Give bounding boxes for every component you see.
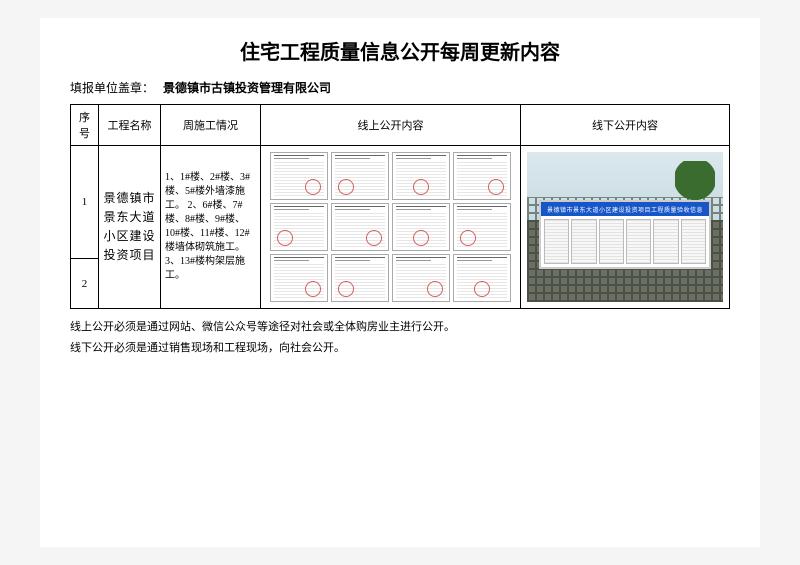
filler-value: 景德镇市古镇投资管理有限公司 bbox=[163, 81, 331, 95]
cell-project-name: 景德镇市景东大道小区建设投资项目 bbox=[99, 146, 161, 309]
filler-unit-line: 填报单位盖章： 景德镇市古镇投资管理有限公司 bbox=[70, 79, 730, 96]
col-name: 工程名称 bbox=[99, 105, 161, 146]
footnotes: 线上公开必须是通过网站、微信公众号等途径对社会或全体购房业主进行公开。 线下公开… bbox=[70, 317, 730, 359]
filler-label: 填报单位盖章： bbox=[70, 81, 154, 95]
disclosure-sheet-icon bbox=[453, 203, 511, 251]
disclosure-sheet-icon bbox=[453, 152, 511, 200]
disclosure-sheet-icon bbox=[331, 203, 389, 251]
disclosure-sheet-icon bbox=[331, 152, 389, 200]
col-seq: 序号 bbox=[71, 105, 99, 146]
cell-offline-content: 景德镇市景东大道小区建设投资项目工程质量验收信息 bbox=[521, 146, 730, 309]
board-banner-text: 景德镇市景东大道小区建设投资项目工程质量验收信息 bbox=[541, 202, 710, 216]
disclosure-sheet-icon bbox=[392, 254, 450, 302]
disclosure-sheet-icon bbox=[270, 203, 328, 251]
disclosure-sheet-icon bbox=[331, 254, 389, 302]
table-header-row: 序号 工程名称 周施工情况 线上公开内容 线下公开内容 bbox=[71, 105, 730, 146]
disclosure-sheet-icon bbox=[270, 152, 328, 200]
site-disclosure-board: 景德镇市景东大道小区建设投资项目工程质量验收信息 bbox=[539, 200, 712, 269]
cell-seq-2: 2 bbox=[71, 259, 99, 309]
table-row: 1 景德镇市景东大道小区建设投资项目 1、1#楼、2#楼、3#楼、5#楼外墙漆施… bbox=[71, 146, 730, 259]
disclosure-sheet-icon bbox=[392, 152, 450, 200]
disclosure-table: 序号 工程名称 周施工情况 线上公开内容 线下公开内容 1 景德镇市景东大道小区… bbox=[70, 104, 730, 309]
col-offline: 线下公开内容 bbox=[521, 105, 730, 146]
cell-week-status: 1、1#楼、2#楼、3#楼、5#楼外墙漆施工。 2、6#楼、7#楼、8#楼、9#… bbox=[161, 146, 261, 309]
col-week: 周施工情况 bbox=[161, 105, 261, 146]
document-page: 住宅工程质量信息公开每周更新内容 填报单位盖章： 景德镇市古镇投资管理有限公司 … bbox=[40, 18, 760, 547]
col-online: 线上公开内容 bbox=[261, 105, 521, 146]
footnote-offline: 线下公开必须是通过销售现场和工程现场，向社会公开。 bbox=[70, 338, 730, 359]
footnote-online: 线上公开必须是通过网站、微信公众号等途径对社会或全体购房业主进行公开。 bbox=[70, 317, 730, 338]
disclosure-sheet-icon bbox=[453, 254, 511, 302]
cell-online-content bbox=[261, 146, 521, 309]
site-photo: 景德镇市景东大道小区建设投资项目工程质量验收信息 bbox=[527, 152, 723, 302]
disclosure-sheet-icon bbox=[392, 203, 450, 251]
online-doc-grid bbox=[265, 152, 516, 302]
page-title: 住宅工程质量信息公开每周更新内容 bbox=[70, 36, 730, 65]
disclosure-sheet-icon bbox=[270, 254, 328, 302]
cell-seq-1: 1 bbox=[71, 146, 99, 259]
